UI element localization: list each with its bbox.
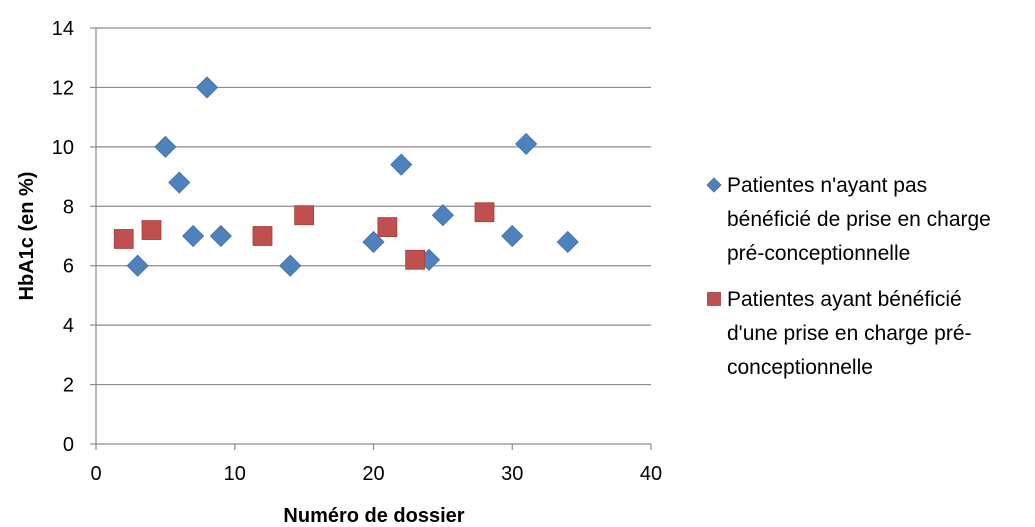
- data-point: [141, 220, 162, 240]
- data-point: [431, 204, 454, 227]
- data-point: [168, 171, 191, 194]
- data-point: [113, 229, 134, 249]
- data-point: [377, 217, 398, 237]
- legend-label: Patientes n'ayant pas: [727, 174, 927, 197]
- legend: Patientes n'ayant pas bénéficié de prise …: [706, 174, 991, 379]
- tick-labels: 0 2 4 6 8 10 12 14 0 10 20 30 40: [52, 18, 662, 485]
- data-point: [294, 205, 315, 226]
- legend-label: d'une prise en charge pré-: [727, 322, 972, 345]
- legend-label: bénéficié de prise en charge: [727, 208, 991, 231]
- data-point: [279, 254, 302, 277]
- legend-label: pré-conceptionnelle: [727, 242, 910, 265]
- data-point: [154, 135, 177, 158]
- x-tick-label: 40: [640, 463, 662, 485]
- x-tick-label: 10: [224, 463, 246, 485]
- axes: [90, 27, 652, 450]
- y-tick-label: 8: [63, 196, 74, 218]
- data-point: [126, 254, 149, 277]
- x-tick-label: 20: [362, 463, 384, 485]
- data-point: [474, 202, 495, 223]
- data-point: [556, 230, 579, 254]
- data-point: [501, 224, 524, 248]
- data-point: [405, 249, 426, 270]
- data-point: [252, 226, 273, 246]
- y-tick-label: 0: [63, 434, 74, 456]
- legend-label: Patientes ayant bénéficié: [727, 288, 962, 311]
- y-tick-label: 14: [52, 18, 74, 40]
- legend-marker: [706, 177, 722, 193]
- y-tick-label: 10: [52, 137, 74, 159]
- data-point: [390, 153, 413, 176]
- y-tick-label: 4: [63, 315, 74, 337]
- x-axis-title: Numéro de dossier: [283, 505, 464, 527]
- legend-marker: [707, 292, 721, 306]
- legend-label: conceptionnelle: [727, 356, 873, 379]
- data-point: [182, 224, 205, 248]
- x-tick-label: 30: [501, 463, 523, 485]
- y-axis-title: HbA1c (en %): [16, 172, 38, 301]
- x-tick-label: 0: [90, 463, 101, 485]
- data-point: [209, 224, 232, 248]
- data-point: [195, 76, 219, 99]
- data-points: [113, 76, 579, 277]
- y-tick-label: 6: [63, 256, 74, 278]
- y-tick-label: 12: [52, 77, 74, 99]
- data-point: [515, 132, 538, 155]
- axis-titles: Numéro de dossier HbA1c (en %): [16, 172, 465, 527]
- y-tick-label: 2: [63, 375, 74, 397]
- gridlines: [96, 27, 651, 386]
